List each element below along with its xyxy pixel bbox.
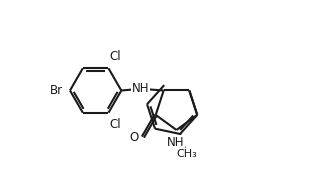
Text: Cl: Cl: [110, 118, 122, 131]
Text: O: O: [129, 131, 138, 144]
Text: NH: NH: [132, 82, 149, 95]
Text: NH: NH: [166, 136, 184, 149]
Text: CH₃: CH₃: [176, 149, 197, 159]
Text: Cl: Cl: [110, 50, 122, 63]
Text: Br: Br: [50, 84, 63, 97]
